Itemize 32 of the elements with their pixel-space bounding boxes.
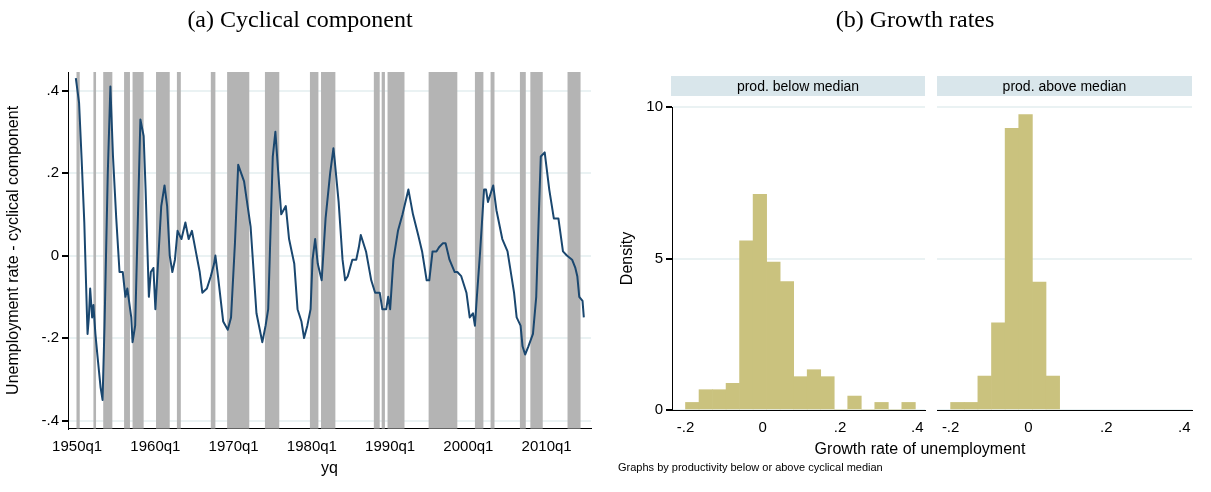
chart-subtitle: prod. below median: [671, 76, 925, 96]
y-tick-label: -.4: [41, 410, 59, 428]
x-tick-label: 1990q1: [365, 436, 416, 454]
x-tick-label: 1960q1: [130, 436, 181, 454]
y-tick-label: .2: [46, 163, 59, 181]
y-axis-title: Density: [618, 231, 636, 286]
y-tick-label: -.2: [41, 328, 59, 346]
x-tick-label: 2010q1: [521, 436, 572, 454]
y-tick-label: 5: [654, 248, 663, 266]
x-axis-title: yq: [321, 458, 338, 476]
x-tick-label: -.2: [941, 418, 960, 436]
chart-title: (a) Cyclical component: [186, 6, 414, 33]
x-tick-label: 0: [1024, 418, 1033, 436]
x-tick-label: .4: [911, 418, 924, 436]
chart-title: (b) Growth rates: [834, 6, 996, 33]
x-tick-label: -.2: [676, 418, 695, 436]
x-tick-label: .2: [833, 418, 847, 436]
y-tick-label: 0: [50, 245, 59, 263]
x-tick-label: 2000q1: [443, 436, 494, 454]
x-tick-label: .4: [1177, 418, 1191, 436]
x-tick-label: .2: [1100, 418, 1113, 436]
x-tick-label: 0: [758, 418, 767, 436]
x-tick-label: 1970q1: [208, 436, 259, 454]
y-axis-title: Unemployment rate - cyclical component: [4, 105, 22, 395]
x-axis-title: Growth rate of unemployment: [813, 440, 1027, 458]
x-tick-label: 1950q1: [52, 436, 103, 454]
y-tick-label: 10: [646, 97, 663, 115]
y-tick-label: .4: [46, 80, 59, 98]
chart-subtitle: prod. above median: [937, 76, 1192, 96]
x-tick-label: 1980q1: [286, 436, 337, 454]
text: Graphs by productivity below or above cyclical median: [618, 461, 883, 473]
y-tick-label: 0: [654, 400, 663, 418]
